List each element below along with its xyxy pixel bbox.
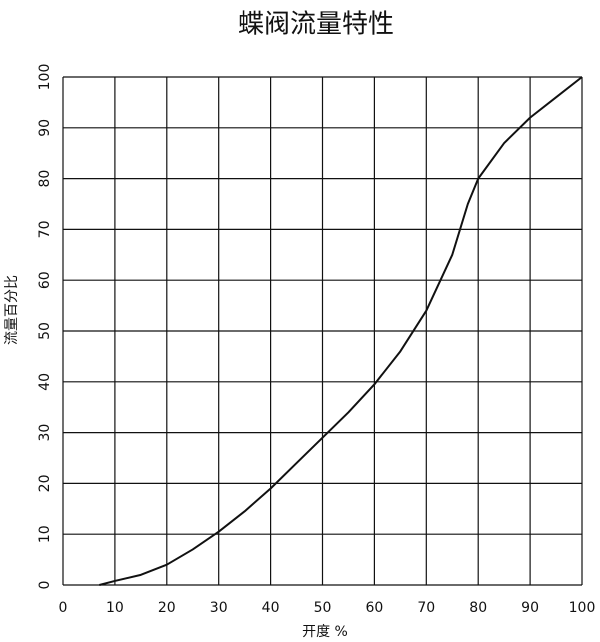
x-tick-label: 90 (521, 600, 539, 616)
y-tick-label: 70 (37, 220, 53, 238)
y-tick-label: 50 (37, 322, 53, 340)
y-tick-label: 80 (37, 170, 53, 188)
y-axis-label: 流量百分比 (4, 275, 20, 345)
y-tick-label: 60 (37, 271, 53, 289)
line (99, 76, 583, 586)
x-tick-label: 40 (262, 600, 280, 616)
y-tick-label: 90 (37, 119, 53, 137)
y-tick-label: 40 (37, 373, 53, 391)
y-tick-label: 100 (37, 64, 53, 91)
x-tick-label: 30 (210, 600, 228, 616)
y-tick-label: 20 (37, 474, 53, 492)
x-tick-label: 20 (158, 600, 176, 616)
x-axis-label: 开度 % (302, 624, 348, 640)
chart-title: 蝶阀流量特性 (238, 10, 394, 40)
y-tick-label: 0 (37, 581, 53, 590)
x-tick-label: 80 (469, 600, 487, 616)
x-tick-label: 10 (106, 600, 124, 616)
x-tick-label: 100 (569, 600, 596, 616)
x-tick-label: 70 (417, 600, 435, 616)
y-tick-label: 30 (37, 424, 53, 442)
y-tick-label: 10 (37, 525, 53, 543)
x-tick-label: 0 (59, 600, 68, 616)
x-tick-label: 50 (314, 600, 332, 616)
x-tick-label: 60 (365, 600, 383, 616)
